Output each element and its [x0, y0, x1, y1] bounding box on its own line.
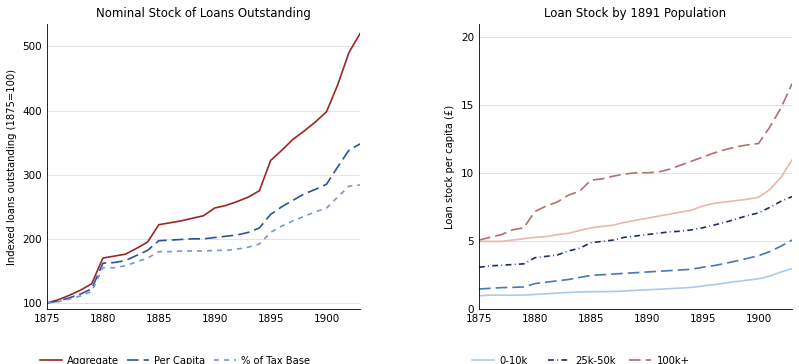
Y-axis label: Loan stock per capita (£): Loan stock per capita (£) [445, 104, 455, 229]
Legend: 0-10k, 10k-25k, 25k-50k, 50k-100k, 100k+: 0-10k, 10k-25k, 25k-50k, 50k-100k, 100k+ [468, 352, 694, 364]
Legend: Aggregate, Per Capita, % of Tax Base: Aggregate, Per Capita, % of Tax Base [36, 352, 314, 364]
Y-axis label: Indexed loans outstanding (1875=100): Indexed loans outstanding (1875=100) [7, 69, 17, 265]
Title: Loan Stock by 1891 Population: Loan Stock by 1891 Population [544, 7, 726, 20]
Title: Nominal Stock of Loans Outstanding: Nominal Stock of Loans Outstanding [96, 7, 311, 20]
